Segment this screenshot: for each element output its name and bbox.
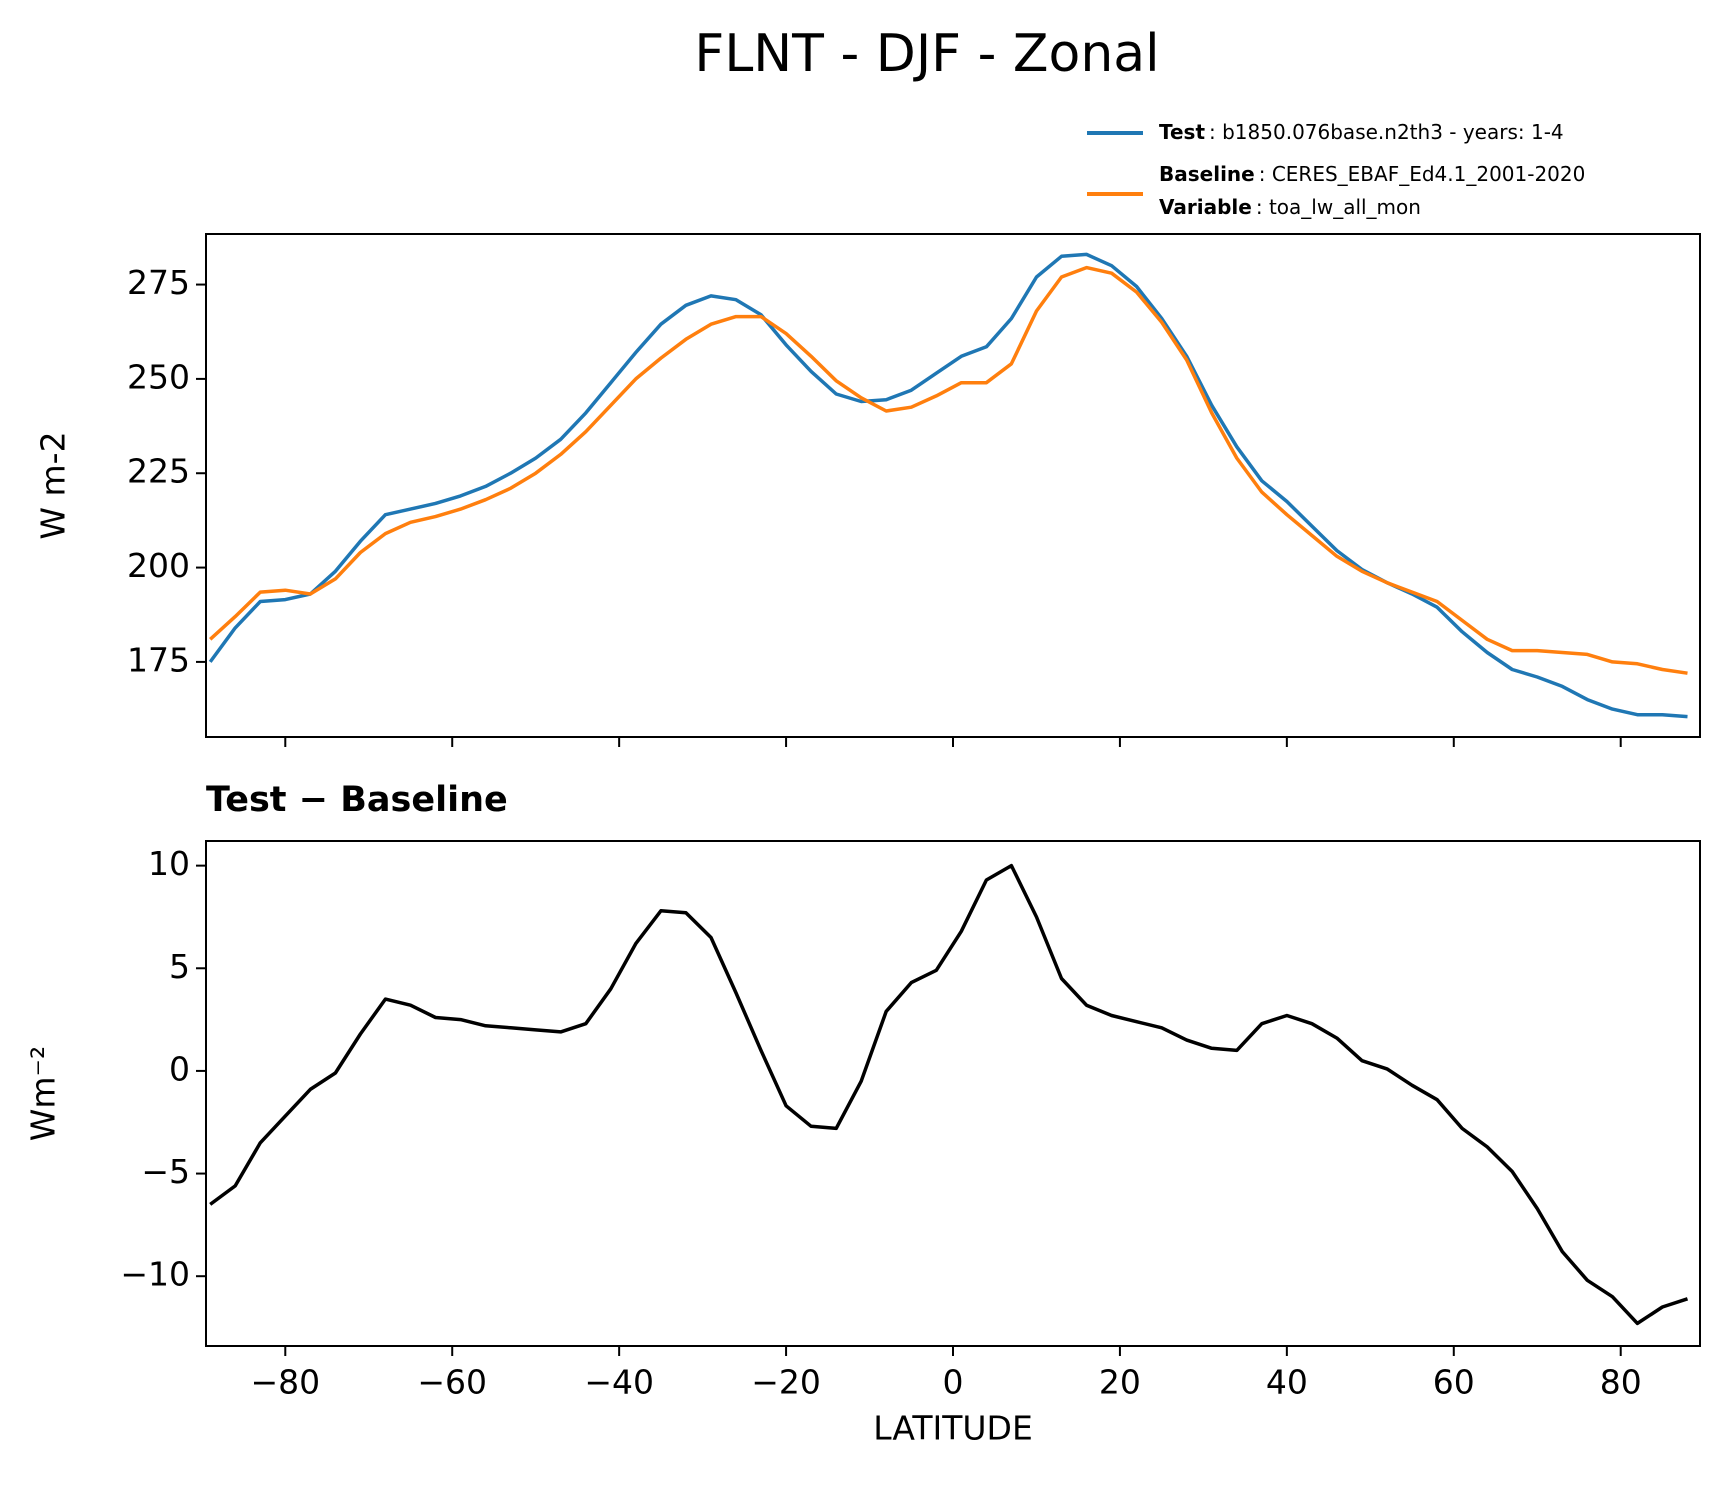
x-tick-label: 40 <box>1266 1363 1308 1402</box>
legend-label: Variable: toa_lw_all_mon <box>1159 195 1421 219</box>
x-tick-label: 80 <box>1600 1363 1642 1402</box>
y-tick-label: 10 <box>148 844 190 883</box>
legend-name: Variable <box>1159 195 1252 219</box>
y-tick-label: 5 <box>169 947 190 986</box>
y-axis-label: Wm⁻² <box>24 1046 63 1141</box>
axes-frame <box>205 840 1701 1347</box>
legend-label: Baseline: CERES_EBAF_Ed4.1_2001-2020 <box>1159 162 1585 186</box>
x-tick-label: 0 <box>943 1363 964 1402</box>
legend-text: : b1850.076base.n2th3 - years: 1-4 <box>1209 120 1564 144</box>
axes-frame <box>205 233 1701 738</box>
y-tick-label: 275 <box>127 263 190 302</box>
x-tick-label: −60 <box>417 1363 487 1402</box>
data-line <box>209 265 1688 675</box>
x-tick-label: −80 <box>250 1363 320 1402</box>
x-axis-label: LATITUDE <box>873 1409 1033 1448</box>
y-tick-label: 175 <box>127 640 190 679</box>
legend-text: : toa_lw_all_mon <box>1256 195 1421 219</box>
data-line <box>209 863 1689 1326</box>
x-tick-label: 60 <box>1433 1363 1475 1402</box>
y-axis-label: W m-2 <box>34 431 73 539</box>
y-tick-label: 0 <box>169 1049 190 1088</box>
y-tick-label: 250 <box>127 357 190 396</box>
subplot-title: Test − Baseline <box>206 780 508 820</box>
x-tick-label: 20 <box>1099 1363 1141 1402</box>
legend-text: : CERES_EBAF_Ed4.1_2001-2020 <box>1259 162 1586 186</box>
legend-name: Baseline <box>1159 162 1255 186</box>
data-line <box>208 252 1688 719</box>
y-tick-label: −5 <box>141 1152 190 1191</box>
y-tick-label: 200 <box>127 546 190 585</box>
legend-name: Test <box>1159 120 1205 144</box>
x-tick-label: −20 <box>751 1363 821 1402</box>
x-tick-label: −40 <box>584 1363 654 1402</box>
y-tick-label: −10 <box>120 1255 190 1294</box>
legend-label: Test: b1850.076base.n2th3 - years: 1-4 <box>1159 120 1564 144</box>
figure-title: FLNT - DJF - Zonal <box>694 24 1159 84</box>
y-tick-label: 225 <box>127 452 190 491</box>
